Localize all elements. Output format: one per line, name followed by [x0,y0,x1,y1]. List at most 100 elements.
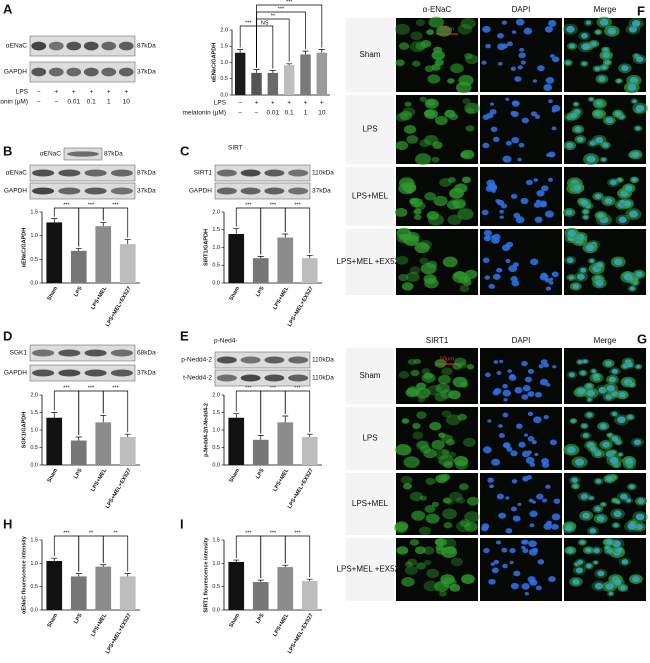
nucleus [544,26,553,33]
micrograph [394,16,479,94]
nucleus [511,479,518,484]
cell-signal [445,414,462,426]
x-table-cell: + [89,89,93,96]
blot-band [58,169,81,177]
nucleus [510,450,518,457]
nucleus [635,126,641,131]
nucleus [521,117,529,124]
blot-strip [214,351,311,369]
cell-signal [396,255,409,265]
blot-band [240,169,261,177]
nucleus [609,456,619,464]
panel-letter: E [180,328,189,343]
micrograph [480,229,562,295]
blot-band [66,41,82,51]
y-axis-label: αENaC flourescence intensity [21,535,27,614]
nucleus [498,424,503,428]
nucleus [548,576,556,583]
nucleus [551,271,559,278]
nucleus [566,142,574,149]
column-header: Merge [594,336,617,345]
blot-band [58,187,81,195]
nucleus [505,496,510,500]
nucleus [632,99,637,104]
nucleus [545,484,551,489]
cell-signal [395,140,409,151]
blot-band [58,349,81,357]
blot-band [32,369,55,377]
blot-band [32,187,55,195]
nucleus [618,452,623,457]
nucleus [487,419,492,423]
nucleus [629,286,636,291]
nucleus [495,540,502,545]
blot-band [110,187,133,195]
micrograph [396,227,478,295]
x-tick-label: LPS+MEL [90,285,108,311]
error-bar [237,49,244,53]
nucleus [565,209,573,216]
nucleus [581,43,590,51]
nucleus [577,559,584,565]
nucleus [605,545,610,550]
nucleus [521,583,530,590]
x-tick-label: LPS [255,467,266,480]
y-tick-label: 1.0 [30,561,38,567]
nucleus [510,66,516,71]
cell-signal [461,176,471,184]
error-bar [286,63,293,66]
micrograph [395,407,478,470]
blot-size-label: 110kDa [312,375,334,382]
blot-band [264,169,285,177]
nucleus [512,515,521,522]
significance-label: *** [63,385,70,391]
nucleus [585,244,595,252]
cell-signal [423,372,434,380]
nucleus [627,84,637,92]
panel-letter: C [180,143,190,158]
cell-signal [404,565,418,576]
x-table-cell: − [37,89,41,96]
micrograph [562,167,646,226]
y-tick-label: 1.0 [212,561,220,567]
blot-band [288,356,309,364]
y-tick-label: 0.5 [212,584,220,590]
nucleus [602,142,609,148]
blot-band [83,41,99,51]
bar [283,65,295,95]
x-table-label: melatonin (μM) [0,99,28,106]
x-tick-label: LPS [73,467,84,480]
blot-band [118,41,134,51]
significance-label: *** [294,202,301,208]
nucleus [502,442,511,449]
cell-signal [462,98,471,105]
y-axis-label: SIRT1/GAPDH [203,229,209,266]
cell-signal [426,29,435,35]
nucleus [573,102,579,106]
cell-signal [463,437,476,448]
error-bar [257,579,264,582]
y-tick-label: 1.0 [30,427,38,433]
nucleus [481,209,489,216]
y-axis-label: αENaC/GAPDH [211,43,217,82]
blot-band [48,67,64,77]
blot-row-label: SIRT1 [194,170,213,177]
cell-signal [450,63,464,74]
x-table-cell: 0.01 [67,99,80,106]
nucleus [574,126,582,133]
significance-bracket [256,4,323,68]
nucleus [595,280,604,287]
cell-signal [455,81,472,94]
cell-signal [407,558,418,566]
nucleus [533,178,539,182]
x-tick-label: LPS [255,612,266,625]
cell-signal [438,590,447,597]
cell-signal [425,477,436,485]
blot-strip [29,364,136,382]
y-axis-label: SGK1/GAPDH [21,412,27,448]
error-bar [124,239,131,245]
nucleus [501,547,508,553]
significance-label: *** [63,202,70,208]
nucleus [606,539,613,545]
x-table-label: LPS [16,89,29,96]
